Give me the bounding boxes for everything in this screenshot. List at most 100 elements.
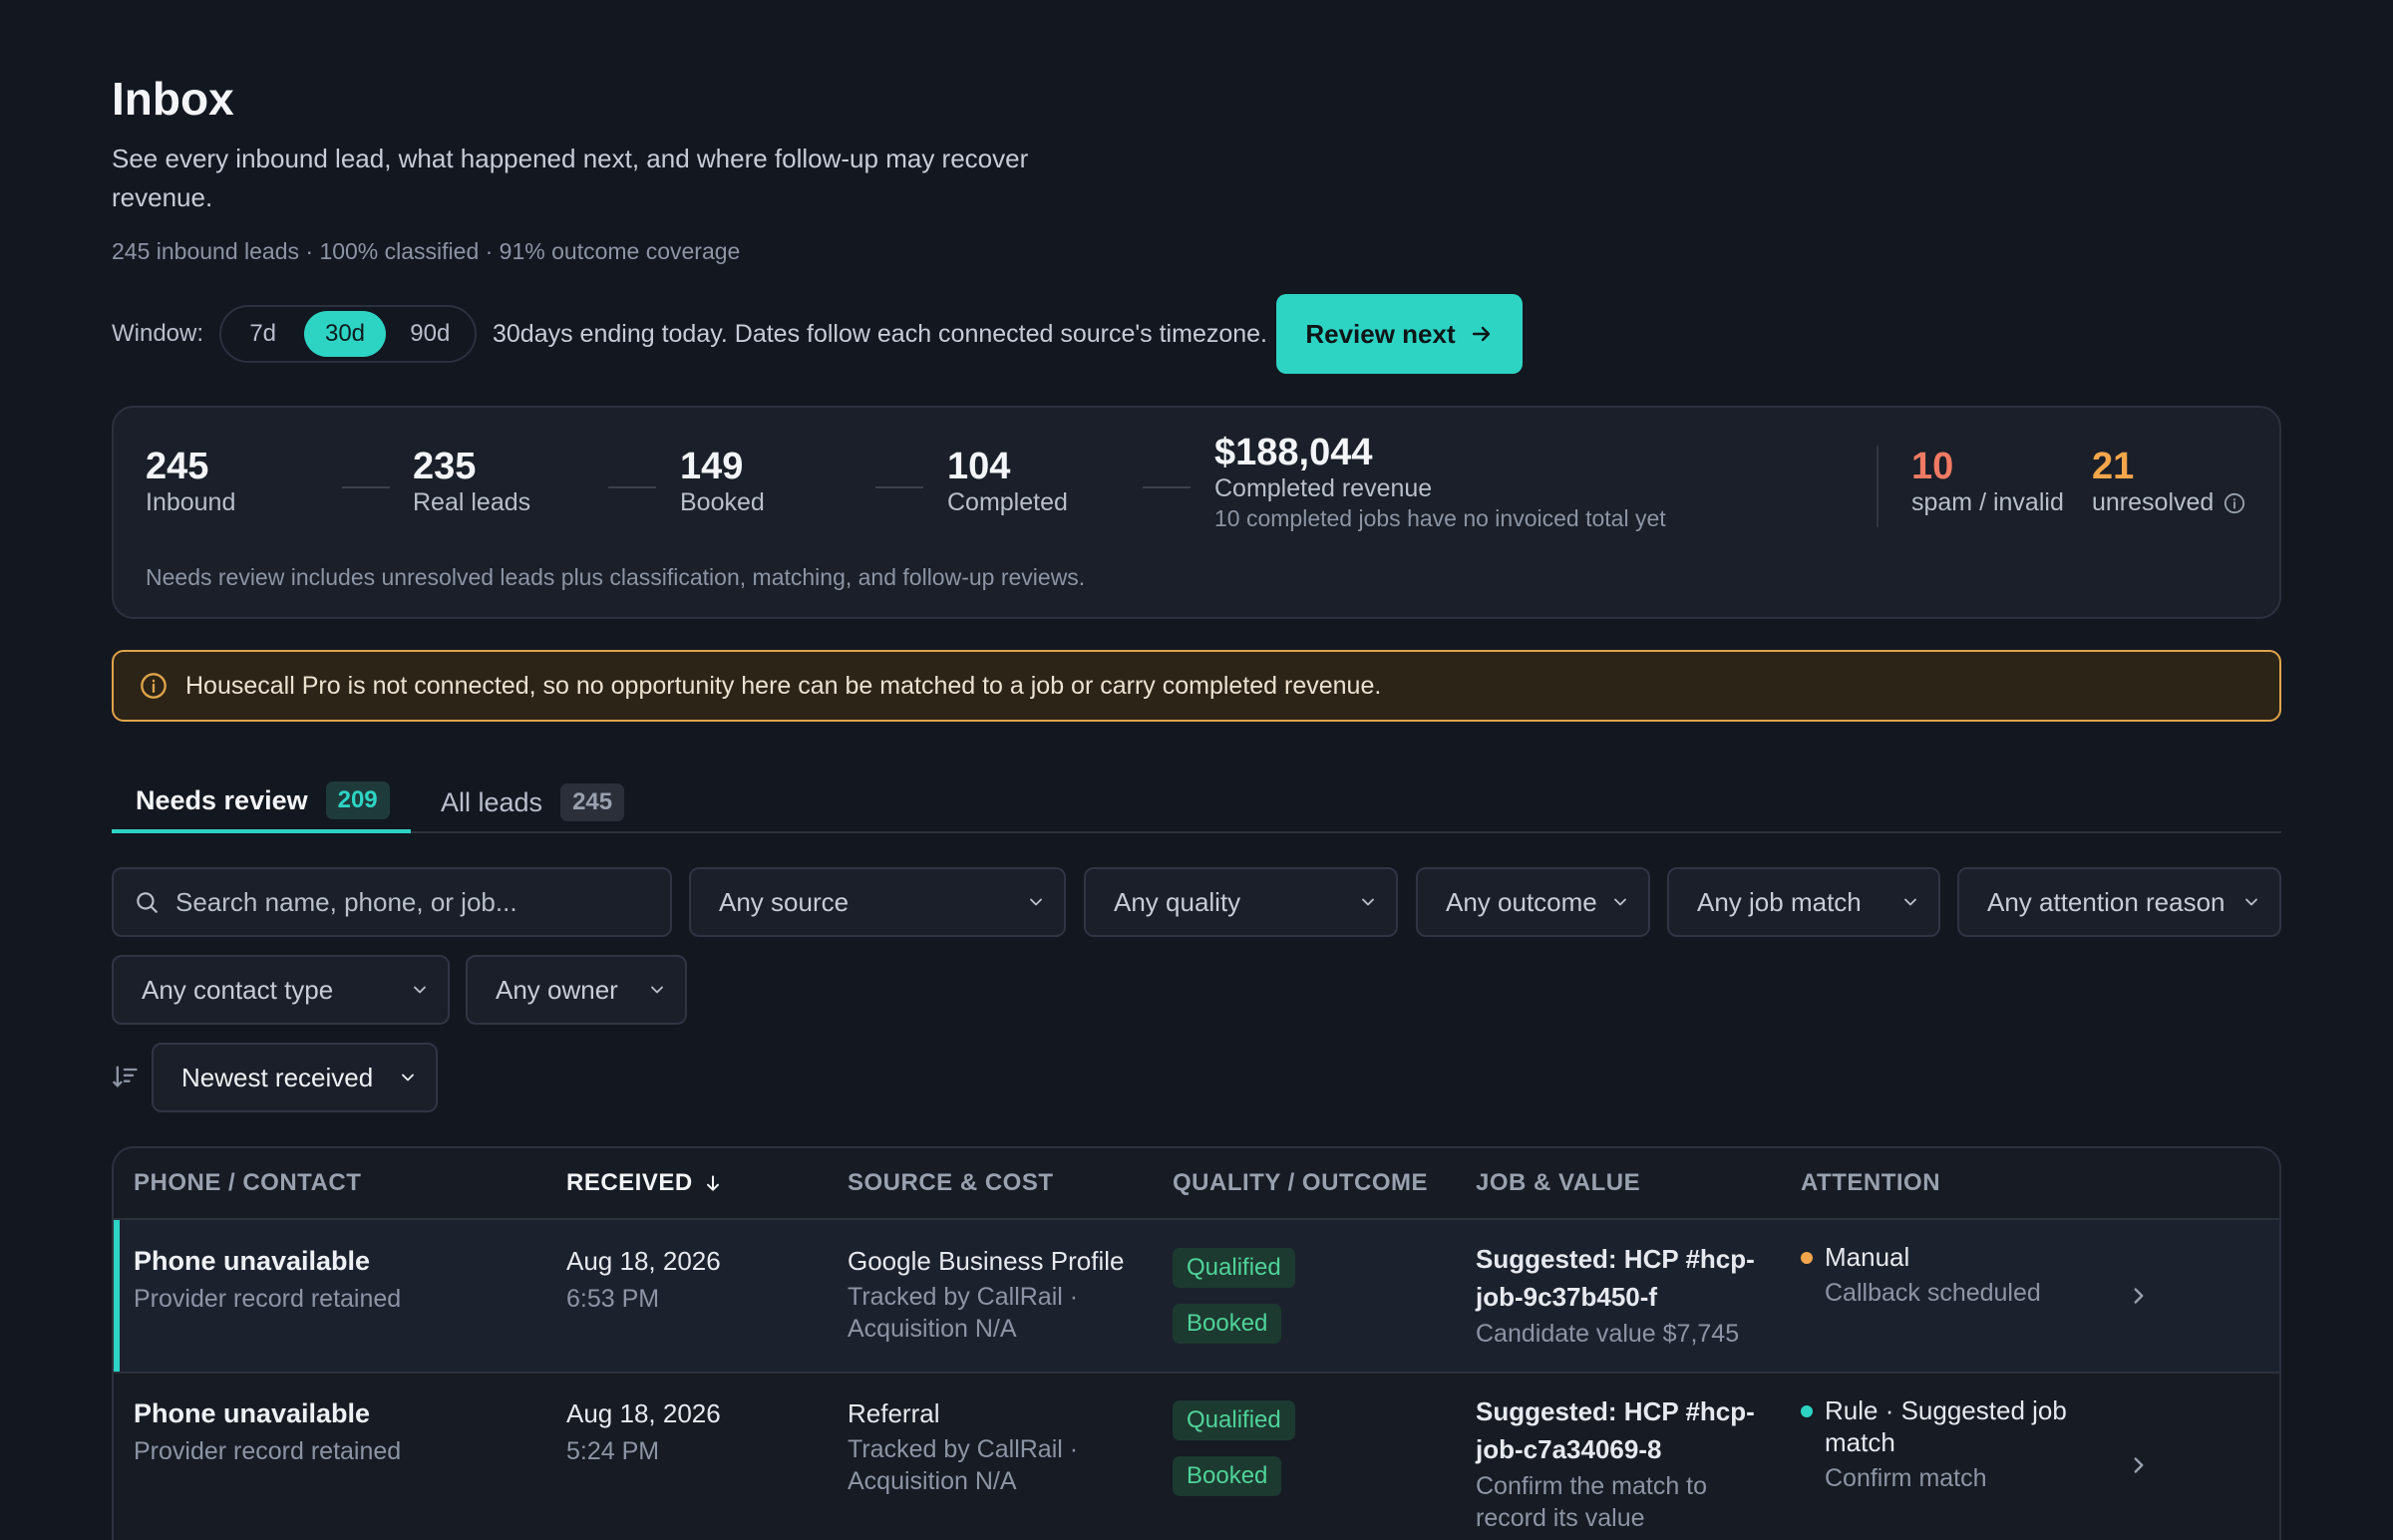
chevron-right-icon[interactable] <box>2126 1452 2152 1478</box>
received-time: 6:53 PM <box>566 1285 660 1313</box>
tab-count-badge: 245 <box>560 783 625 821</box>
chevron-down-icon <box>651 986 663 994</box>
outcome-filter-value: Any outcome <box>1446 886 1597 917</box>
received-date: Aug 18, 2026 <box>566 1246 721 1276</box>
source-cell: Referral Tracked by CallRail · Acquisiti… <box>848 1398 1147 1497</box>
job-match-filter[interactable]: Any job match <box>1667 867 1940 937</box>
job-suggestion[interactable]: Suggested: HCP #hcp-job-9c37b450-f <box>1476 1244 1755 1312</box>
stat-label: Completed revenue <box>1214 474 1433 502</box>
window-option-7d[interactable]: 7d <box>249 320 277 347</box>
contact-name: Phone unavailable <box>134 1398 371 1428</box>
column-header-source[interactable]: SOURCE & COST <box>848 1169 1054 1196</box>
column-header-contact[interactable]: PHONE / CONTACT <box>134 1169 362 1196</box>
attention-filter[interactable]: Any attention reason <box>1957 867 2281 937</box>
stat-value: 10 <box>1911 446 1954 487</box>
page-title: Inbox <box>112 73 234 125</box>
contact-type-filter[interactable]: Any contact type <box>112 955 450 1025</box>
stat-unresolved: 21 unresolved <box>2092 446 2245 517</box>
tab-label: All leads <box>441 786 543 817</box>
column-header-job[interactable]: JOB & VALUE <box>1476 1169 1641 1196</box>
search-input[interactable]: Search name, phone, or job... <box>112 867 672 937</box>
inbox-meta: 245 inbound leads · 100% classified · 91… <box>112 238 741 264</box>
tab-all-leads[interactable]: All leads 245 <box>417 771 625 833</box>
job-suggestion[interactable]: Suggested: HCP #hcp-job-c7a34069-8 <box>1476 1396 1755 1464</box>
owner-filter[interactable]: Any owner <box>466 955 687 1025</box>
chevron-down-icon <box>1030 898 1042 906</box>
stat-divider <box>875 486 923 488</box>
stat-label: Real leads <box>413 488 531 516</box>
info-icon[interactable] <box>2223 492 2245 514</box>
window-selector: 7d 30d 90d <box>219 305 477 363</box>
warning-banner: Housecall Pro is not connected, so no op… <box>112 650 2281 722</box>
chevron-down-icon <box>414 986 426 994</box>
stat-divider <box>342 486 390 488</box>
stats-divider <box>1877 446 1879 527</box>
quality-filter[interactable]: Any quality <box>1084 867 1398 937</box>
sort-select[interactable]: Newest received <box>152 1043 438 1112</box>
outcome-filter[interactable]: Any outcome <box>1416 867 1650 937</box>
attention-filter-value: Any attention reason <box>1987 886 2225 917</box>
attention-row: Rule · Suggested job match <box>1801 1394 2100 1458</box>
contact-name: Phone unavailable <box>134 1246 371 1276</box>
quality-filter-value: Any quality <box>1114 886 1241 917</box>
quality-cell: Qualified Booked <box>1173 1248 1295 1344</box>
tab-label: Needs review <box>136 784 308 815</box>
job-value: Confirm the match to record its value <box>1476 1472 1708 1532</box>
window-option-90d[interactable]: 90d <box>410 320 451 347</box>
stat-label: Booked <box>680 488 765 516</box>
window-option-30d[interactable]: 30d <box>304 311 386 357</box>
source-filter[interactable]: Any source <box>689 867 1066 937</box>
review-next-button[interactable]: Review next <box>1276 294 1523 374</box>
source-sub: Tracked by CallRail · Acquisition N/A <box>848 1283 1079 1343</box>
column-header-attention[interactable]: ATTENTION <box>1801 1169 1941 1196</box>
stat-booked: 149 Booked <box>680 446 765 517</box>
stat-revenue: $188,044 Completed revenue 10 completed … <box>1214 432 1666 532</box>
arrow-right-icon <box>1472 326 1490 342</box>
stat-spam: 10 spam / invalid <box>1911 446 2064 517</box>
table-row[interactable] <box>114 1220 2279 1372</box>
stat-real-leads: 235 Real leads <box>413 446 530 517</box>
chevron-down-icon <box>2245 898 2257 906</box>
chevron-down-icon <box>1362 898 1374 906</box>
attention-reason: Manual <box>1825 1242 1910 1272</box>
source-filter-value: Any source <box>719 886 850 917</box>
stat-label-row: unresolved <box>2092 488 2245 517</box>
tabs-divider <box>112 831 2281 833</box>
received-date: Aug 18, 2026 <box>566 1398 721 1428</box>
stat-label: Inbound <box>146 488 236 516</box>
job-match-filter-value: Any job match <box>1697 886 1862 917</box>
outcome-badge: Booked <box>1173 1304 1282 1344</box>
chevron-down-icon <box>1904 898 1916 906</box>
received-cell: Aug 18, 2026 6:53 PM <box>566 1246 721 1315</box>
received-time: 5:24 PM <box>566 1437 660 1465</box>
stat-value: 149 <box>680 446 744 487</box>
sort-desc-arrow-icon <box>706 1175 719 1191</box>
attention-dot <box>1801 1405 1813 1417</box>
column-header-label: RECEIVED <box>566 1169 693 1196</box>
search-icon <box>137 892 158 913</box>
stats-card <box>112 406 2281 619</box>
tab-needs-review[interactable]: Needs review 209 <box>112 771 411 833</box>
table-header-divider <box>114 1218 2279 1220</box>
stat-divider <box>1143 486 1191 488</box>
chevron-right-icon[interactable] <box>2126 1283 2152 1309</box>
source-sub: Tracked by CallRail · Acquisition N/A <box>848 1435 1079 1495</box>
window-note: 30days ending today. Dates follow each c… <box>493 320 1268 348</box>
stat-label: Completed <box>947 488 1068 516</box>
column-header-quality[interactable]: QUALITY / OUTCOME <box>1173 1169 1429 1196</box>
source-name: Referral <box>848 1398 940 1428</box>
source-name: Google Business Profile <box>848 1246 1125 1276</box>
attention-reason: Rule · Suggested job match <box>1825 1395 2067 1457</box>
contact-cell: Phone unavailable Provider record retain… <box>134 1398 401 1467</box>
job-cell: Suggested: HCP #hcp-job-c7a34069-8 Confi… <box>1476 1392 1775 1534</box>
warning-info-icon <box>141 673 167 699</box>
quality-badge: Qualified <box>1173 1248 1295 1288</box>
stat-value: 21 <box>2092 446 2135 487</box>
job-value: Candidate value $7,745 <box>1476 1320 1740 1348</box>
attention-dot <box>1801 1251 1813 1264</box>
attention-sub: Callback scheduled <box>1825 1279 2041 1307</box>
stat-completed: 104 Completed <box>947 446 1068 517</box>
column-header-received[interactable]: RECEIVED <box>566 1169 723 1197</box>
stats-footnote: Needs review includes unresolved leads p… <box>146 564 1086 590</box>
row-divider <box>114 1372 2279 1374</box>
